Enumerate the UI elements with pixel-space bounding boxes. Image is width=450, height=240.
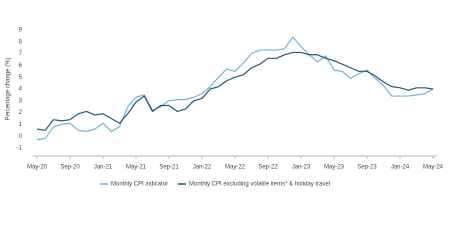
x-tick-label: May-24: [423, 165, 444, 171]
y-axis-label: Percentage change (%): [6, 57, 12, 120]
series-line: [36, 51, 434, 131]
x-tick-label: May-20: [27, 165, 48, 171]
x-tick-label: Sep-20: [60, 165, 80, 171]
x-tick-label: Sep-22: [258, 165, 278, 171]
y-tick-label: 4: [19, 87, 23, 93]
y-tick-label: 7: [19, 51, 23, 57]
y-tick-label: -1: [17, 146, 23, 152]
y-tick-label: 3: [19, 98, 23, 104]
y-tick-label: 2: [19, 110, 23, 116]
y-tick-label: 6: [19, 63, 23, 69]
series-line: [36, 36, 434, 141]
x-tick-label: Jan-23: [292, 165, 311, 171]
x-tick-label: May-21: [126, 165, 147, 171]
legend-label: Monthly CPI indicator: [111, 182, 168, 188]
legend-label: Monthly CPI excluding volatile items* & …: [189, 182, 330, 188]
y-tick-label: 1: [19, 122, 23, 128]
y-tick-label: 0: [19, 134, 23, 140]
x-tick-label: May-23: [324, 165, 345, 171]
chart: Percentage change (%) -1 0 1 2 3 4 5 6 7 8 9 May-20…: [6, 28, 444, 188]
x-tick-label: Sep-21: [159, 165, 179, 171]
x-tick-label: Jan-21: [94, 165, 113, 171]
x-tick-label: Sep-23: [357, 165, 377, 171]
y-tick-label: 5: [19, 75, 23, 81]
x-tick-label: Jan-24: [391, 165, 410, 171]
y-tick-label: 9: [19, 28, 23, 34]
y-tick-label: 8: [19, 39, 23, 45]
x-tick-label: May-22: [225, 165, 246, 171]
x-tick-label: Jan-22: [193, 165, 212, 171]
